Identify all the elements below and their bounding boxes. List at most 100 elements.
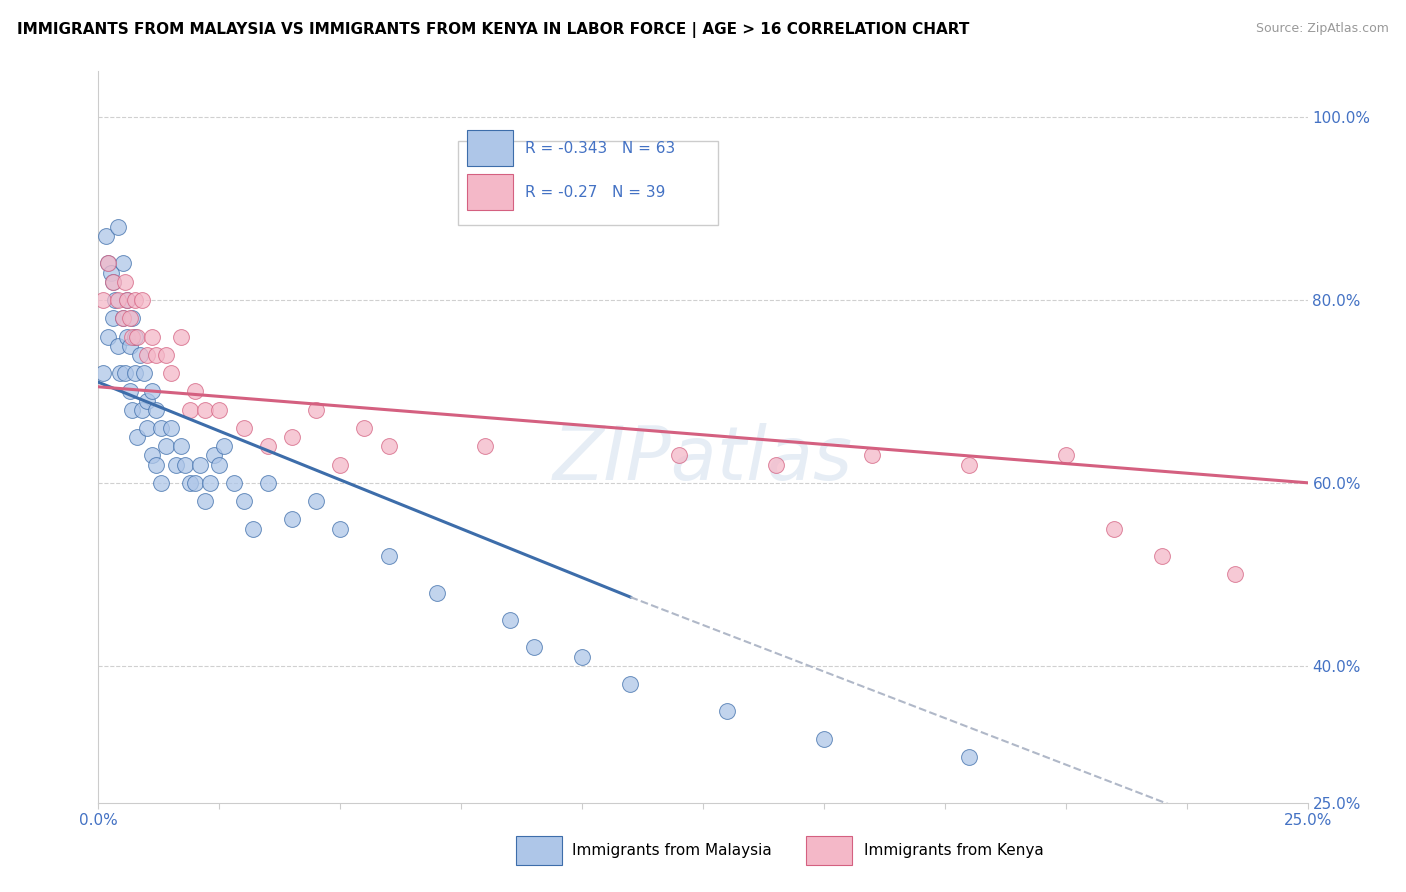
Point <box>498 613 520 627</box>
Point <box>155 439 177 453</box>
Point <box>571 649 593 664</box>
Point <box>155 348 177 362</box>
Point <box>124 366 146 380</box>
Point <box>118 339 141 353</box>
Point <box>111 311 134 326</box>
Point <box>117 329 139 343</box>
Point <box>184 384 207 399</box>
Point <box>124 329 146 343</box>
Point <box>97 256 120 270</box>
Point <box>141 329 163 343</box>
Point <box>256 439 278 453</box>
Point <box>169 329 191 343</box>
Point <box>160 366 183 380</box>
Text: R = -0.27   N = 39: R = -0.27 N = 39 <box>526 185 665 200</box>
FancyBboxPatch shape <box>457 141 717 225</box>
Point <box>281 430 304 444</box>
Point <box>117 293 139 307</box>
Point <box>114 366 136 380</box>
FancyBboxPatch shape <box>467 130 513 167</box>
Point <box>135 348 157 362</box>
FancyBboxPatch shape <box>467 174 513 211</box>
Point <box>1102 521 1125 535</box>
Point <box>107 293 129 307</box>
Point <box>377 439 399 453</box>
Point <box>117 293 139 307</box>
Point <box>208 402 231 417</box>
Point <box>104 293 127 307</box>
Point <box>957 750 980 764</box>
Point <box>813 731 835 746</box>
Point <box>141 384 163 399</box>
Point <box>208 458 231 472</box>
Point <box>118 384 141 399</box>
Text: ZIPatlas: ZIPatlas <box>553 423 853 495</box>
Point <box>118 311 141 326</box>
Point <box>107 219 129 234</box>
Point <box>174 458 197 472</box>
Point <box>668 449 690 463</box>
Point <box>281 512 304 526</box>
Point <box>160 421 183 435</box>
Text: Source: ZipAtlas.com: Source: ZipAtlas.com <box>1256 22 1389 36</box>
Point <box>242 521 264 535</box>
Point <box>150 421 173 435</box>
Point <box>131 293 153 307</box>
Point <box>121 402 143 417</box>
Point <box>204 449 226 463</box>
Point <box>194 402 217 417</box>
Point <box>145 458 167 472</box>
Point <box>145 402 167 417</box>
Point <box>150 475 173 490</box>
Point <box>232 494 254 508</box>
Text: Immigrants from Kenya: Immigrants from Kenya <box>863 843 1043 858</box>
Point <box>121 311 143 326</box>
Point <box>222 475 245 490</box>
FancyBboxPatch shape <box>516 836 561 865</box>
Text: R = -0.343   N = 63: R = -0.343 N = 63 <box>526 141 675 156</box>
Point <box>377 549 399 563</box>
Point <box>131 402 153 417</box>
Point <box>127 329 149 343</box>
Point <box>329 458 352 472</box>
Point <box>107 339 129 353</box>
Point <box>426 585 449 599</box>
Point <box>91 293 114 307</box>
Point <box>101 275 124 289</box>
Point <box>212 439 235 453</box>
Point <box>94 228 117 243</box>
Point <box>169 439 191 453</box>
Point <box>1054 449 1077 463</box>
Point <box>198 475 221 490</box>
Point <box>165 458 187 472</box>
Point <box>145 348 167 362</box>
Point <box>100 266 122 280</box>
Point <box>134 366 156 380</box>
Point <box>179 475 201 490</box>
Point <box>111 256 134 270</box>
Point <box>128 348 150 362</box>
Point <box>101 275 124 289</box>
Point <box>184 475 207 490</box>
Point <box>1223 567 1246 582</box>
Text: Immigrants from Malaysia: Immigrants from Malaysia <box>572 843 772 858</box>
Point <box>135 393 157 408</box>
Point <box>97 329 120 343</box>
Point <box>256 475 278 490</box>
Point <box>194 494 217 508</box>
Point <box>1152 549 1174 563</box>
Point <box>141 449 163 463</box>
Point <box>121 329 143 343</box>
Point <box>127 430 149 444</box>
Text: IMMIGRANTS FROM MALAYSIA VS IMMIGRANTS FROM KENYA IN LABOR FORCE | AGE > 16 CORR: IMMIGRANTS FROM MALAYSIA VS IMMIGRANTS F… <box>17 22 969 38</box>
Point <box>135 421 157 435</box>
Point <box>179 402 201 417</box>
FancyBboxPatch shape <box>806 836 852 865</box>
Point <box>305 402 328 417</box>
Point <box>474 439 496 453</box>
Point <box>523 640 546 655</box>
Point <box>97 256 120 270</box>
Point <box>860 449 883 463</box>
Point <box>765 458 787 472</box>
Point <box>716 705 738 719</box>
